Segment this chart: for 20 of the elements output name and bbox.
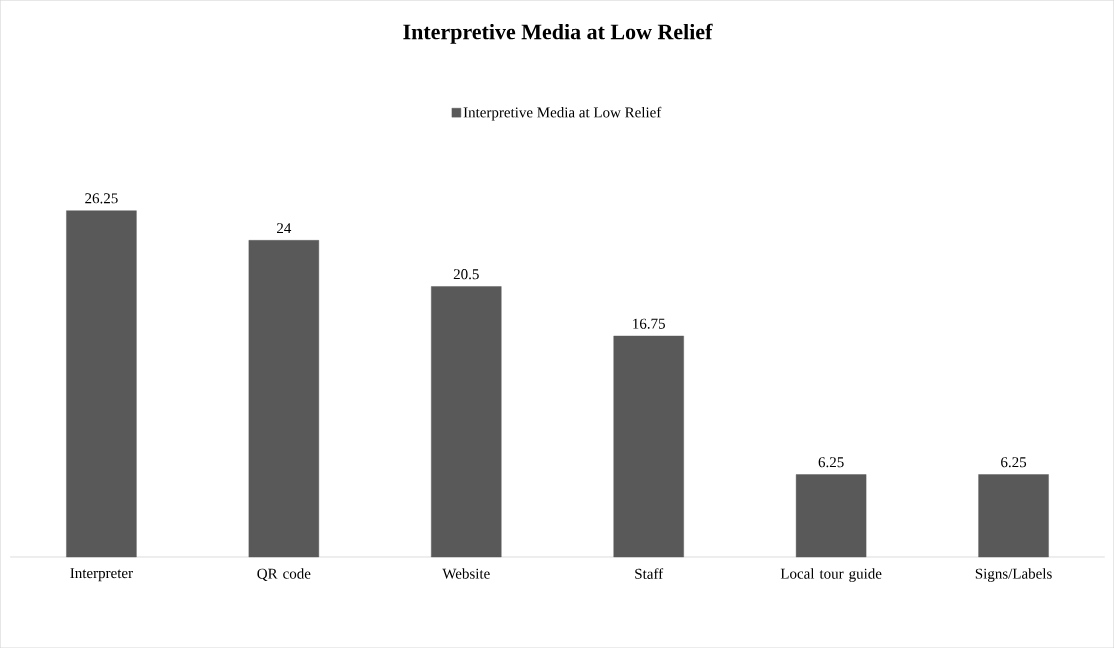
x-tick-label: Staff: [635, 568, 664, 579]
x-tick-label: QR code: [257, 568, 311, 581]
bar: [795, 474, 867, 558]
data-label: 26.25: [85, 193, 118, 204]
x-tick-label: Interpreter: [70, 568, 133, 582]
bar: [431, 286, 502, 558]
chart-title: Interpretive Media at Low Relief: [403, 23, 713, 44]
legend-label: Interpretive Media at Low Relief: [463, 106, 662, 121]
data-label: 6.25: [1001, 457, 1027, 468]
data-label: 24: [277, 223, 292, 234]
bar: [248, 240, 320, 558]
data-label: 6.25: [818, 457, 844, 468]
data-label: 20.5: [453, 269, 479, 280]
x-tick-label: Signs/Labels: [975, 568, 1052, 582]
data-label: 16.75: [633, 318, 665, 329]
bar: [978, 474, 1049, 558]
bar: [66, 210, 137, 558]
x-tick-label: Local tour guide: [780, 568, 882, 582]
x-tick-label: Website: [442, 568, 490, 579]
bar: [613, 335, 684, 558]
